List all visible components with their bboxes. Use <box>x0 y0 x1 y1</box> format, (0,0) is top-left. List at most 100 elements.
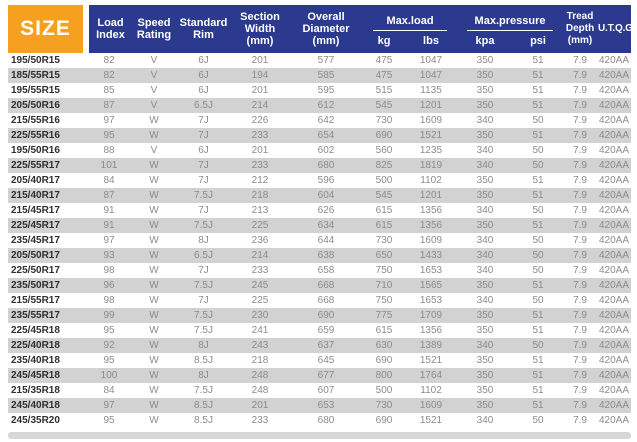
value-cell: 7.9 <box>563 128 598 143</box>
table-header: SIZE Load Index Speed Rating Standard Ri… <box>8 5 633 53</box>
section-width-header: Section Width (mm) <box>231 5 289 53</box>
max-load-group-header: Max.load <box>363 5 458 31</box>
value-cell: 99 <box>86 308 132 323</box>
value-cell: 50 <box>532 145 544 156</box>
value-cell: 420AA <box>599 145 630 156</box>
size-cell: 225/55R17 <box>8 158 86 173</box>
footer-strip <box>8 432 631 439</box>
value-cell: W <box>132 308 176 323</box>
value-cell: 51 <box>532 55 544 66</box>
value-cell: 50 <box>532 415 544 426</box>
value-cell: 8J <box>198 235 209 246</box>
value-cell: 1389 <box>405 338 458 353</box>
value-cell: 596 <box>317 175 335 186</box>
value-cell: W <box>149 205 159 216</box>
value-cell: 7.9 <box>563 68 598 83</box>
value-cell: 420AA <box>599 265 630 276</box>
value-cell: 1521 <box>419 415 443 426</box>
table-row: 235/40R18 95 W 8.5J 218 645 690 1521 350 51 7.9 420… <box>8 353 631 368</box>
size-cell: 215/35R18 <box>11 385 60 396</box>
value-cell: 95 <box>103 325 115 336</box>
value-cell: V <box>132 98 176 113</box>
value-cell: 7.9 <box>573 325 587 336</box>
value-cell: 500 <box>375 385 393 396</box>
value-cell: 194 <box>231 68 289 83</box>
value-cell: 1764 <box>405 368 458 383</box>
value-cell: W <box>149 355 159 366</box>
value-cell: 7.9 <box>563 398 598 413</box>
value-cell: 97 <box>86 398 132 413</box>
value-cell: 775 <box>363 308 405 323</box>
value-cell: 233 <box>251 265 269 276</box>
table-row: 225/55R17 101 W 7J 233 680 825 1819 340 50 7.9 420A… <box>8 158 632 173</box>
value-cell: 248 <box>231 368 289 383</box>
value-cell: 680 <box>317 415 335 426</box>
value-cell: 340 <box>476 145 494 156</box>
value-cell: 420AA <box>597 128 632 143</box>
value-cell: 350 <box>476 325 494 336</box>
value-cell: 91 <box>103 205 115 216</box>
value-cell: 7J <box>176 128 231 143</box>
value-cell: 653 <box>289 398 363 413</box>
value-cell: 350 <box>457 398 514 413</box>
value-cell: 50 <box>532 295 544 306</box>
value-cell: 225 <box>251 295 269 306</box>
size-cell: 195/50R16 <box>11 145 60 156</box>
size-cell: 245/35R20 <box>11 415 60 426</box>
size-cell: 245/40R18 <box>8 398 86 413</box>
value-cell: 50 <box>532 205 544 216</box>
value-cell: 642 <box>317 115 335 126</box>
kpa-header: kpa <box>457 31 514 53</box>
value-cell: 7J <box>198 265 209 276</box>
lbs-header: lbs <box>405 31 458 53</box>
value-cell: 677 <box>289 368 363 383</box>
value-cell: 214 <box>231 98 289 113</box>
table-row: 235/45R17 97 W 8J 236 644 730 1609 340 50 7.9 420AA <box>8 233 631 248</box>
value-cell: 350 <box>457 128 514 143</box>
value-cell: 350 <box>476 355 494 366</box>
value-cell: 101 <box>86 158 132 173</box>
standard-rim-header: Standard Rim <box>176 5 231 53</box>
value-cell: 51 <box>513 128 564 143</box>
value-cell: 350 <box>476 385 494 396</box>
value-cell: 51 <box>513 278 564 293</box>
value-cell: 615 <box>363 218 405 233</box>
value-cell: 82 <box>103 55 115 66</box>
value-cell: W <box>149 325 159 336</box>
tread-depth-header: Tread Depth (mm) <box>563 5 598 53</box>
value-cell: 233 <box>231 158 289 173</box>
value-cell: V <box>150 85 158 96</box>
value-cell: 420AA <box>597 158 632 173</box>
value-cell: 6.5J <box>176 98 231 113</box>
value-cell: 475 <box>363 68 405 83</box>
size-cell: 225/50R17 <box>11 265 60 276</box>
value-cell: 340 <box>457 158 514 173</box>
value-cell: 420AA <box>599 55 630 66</box>
size-cell: 225/55R16 <box>8 128 86 143</box>
value-cell: 51 <box>532 355 544 366</box>
value-cell: 602 <box>317 145 335 156</box>
value-cell: V <box>132 68 176 83</box>
value-cell: 1235 <box>419 145 443 156</box>
value-cell: 6J <box>198 145 209 156</box>
value-cell: 637 <box>289 338 363 353</box>
value-cell: 420AA <box>599 325 630 336</box>
value-cell: 50 <box>513 248 564 263</box>
value-cell: 560 <box>375 145 393 156</box>
value-cell: 7.5J <box>176 308 231 323</box>
value-cell: W <box>132 248 176 263</box>
table-row: 215/55R17 98 W 7J 225 668 750 1653 340 50 7.9 420AA <box>8 293 631 308</box>
value-cell: 658 <box>317 265 335 276</box>
value-cell: 545 <box>363 98 405 113</box>
size-cell: 225/45R17 <box>8 218 86 233</box>
value-cell: 248 <box>251 385 269 396</box>
table-row: 205/50R16 87 V 6.5J 214 612 545 1201 350 51 7.9 420… <box>8 98 632 113</box>
value-cell: 420AA <box>597 218 632 233</box>
value-cell: 7.9 <box>563 158 598 173</box>
value-cell: 51 <box>513 398 564 413</box>
value-cell: W <box>132 158 176 173</box>
value-cell: 350 <box>457 278 514 293</box>
value-cell: 85 <box>103 85 115 96</box>
value-cell: 7J <box>176 158 231 173</box>
value-cell: W <box>149 295 159 306</box>
